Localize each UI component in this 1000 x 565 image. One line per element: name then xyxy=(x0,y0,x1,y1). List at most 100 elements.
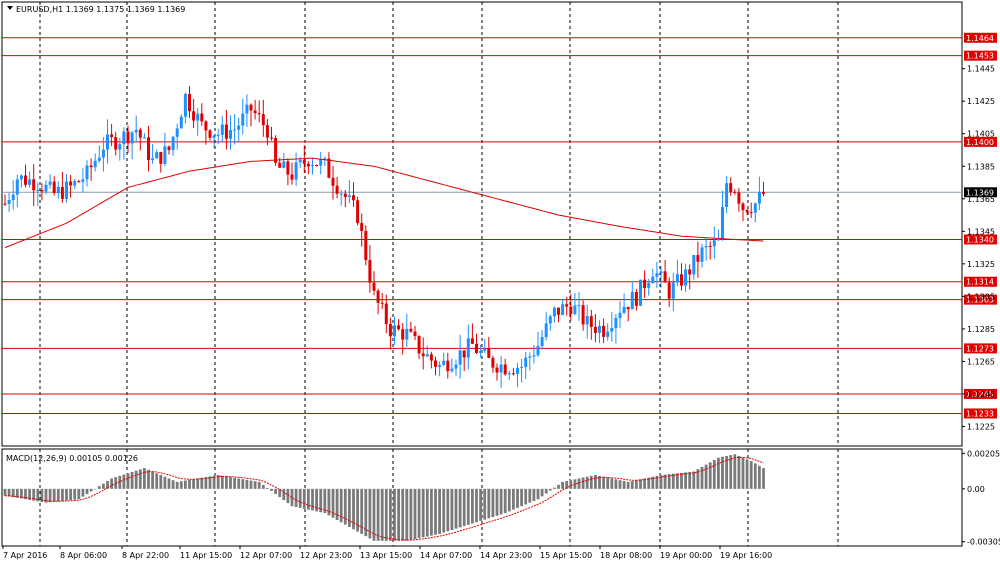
macd-bar-100 xyxy=(413,488,417,540)
candle-body-6 xyxy=(28,179,32,185)
level-tag-6 xyxy=(964,343,997,354)
candle-body-89 xyxy=(368,260,372,283)
time-label-5: 12 Apr 23:00 xyxy=(300,551,352,560)
macd-bar-108 xyxy=(446,488,450,532)
macd-bar-25 xyxy=(106,481,109,489)
candle-body-27 xyxy=(114,137,118,150)
candle-body-135 xyxy=(557,307,560,315)
macd-bar-74 xyxy=(307,488,310,510)
macd-bar-157 xyxy=(647,477,651,489)
candle-body-92 xyxy=(380,302,384,304)
macd-bar-35 xyxy=(147,469,150,489)
candle-body-137 xyxy=(565,304,569,307)
level-tag-5 xyxy=(964,294,997,305)
candle-body-102 xyxy=(421,353,425,357)
candle-body-95 xyxy=(393,325,396,337)
candle-body-74 xyxy=(306,163,310,167)
macd-bar-162 xyxy=(667,474,671,489)
macd-bar-67 xyxy=(278,488,282,498)
macd-bar-126 xyxy=(520,488,523,507)
candle-body-150 xyxy=(618,312,622,318)
candle-body-158 xyxy=(651,276,655,284)
macd-bar-95 xyxy=(393,488,396,541)
candle-body-16 xyxy=(69,181,73,186)
macd-bar-113 xyxy=(466,488,470,525)
candle-body-145 xyxy=(598,325,601,333)
candle-body-41 xyxy=(171,136,175,151)
macd-bar-183 xyxy=(753,463,757,489)
macd-bar-156 xyxy=(643,478,646,489)
symbol-dropdown-icon[interactable] xyxy=(7,6,13,10)
candle-body-101 xyxy=(417,335,421,354)
macd-bar-160 xyxy=(659,474,663,489)
macd-bar-134 xyxy=(553,487,556,489)
macd-bar-172 xyxy=(708,462,712,489)
candle-body-147 xyxy=(606,331,610,337)
candle-body-140 xyxy=(577,305,581,307)
candle-body-146 xyxy=(602,325,606,337)
macd-bar-155 xyxy=(639,479,642,489)
macd-tick-label-2: -0.00305 xyxy=(967,538,1000,547)
macd-bar-106 xyxy=(438,488,441,534)
price-tick-label-8: 1.1285 xyxy=(967,325,995,334)
macd-bar-0 xyxy=(3,488,7,496)
macd-bar-46 xyxy=(192,479,195,489)
macd-bar-120 xyxy=(495,488,499,516)
candle-body-78 xyxy=(323,158,327,160)
candle-body-103 xyxy=(425,354,429,357)
macd-bar-49 xyxy=(204,477,208,489)
macd-bar-128 xyxy=(528,488,532,503)
candle-body-142 xyxy=(585,316,589,325)
price-tick-label-7: 1.1305 xyxy=(967,292,995,301)
macd-bar-42 xyxy=(175,481,179,489)
macd-bar-68 xyxy=(282,488,286,501)
macd-tick-label-0: 0.00205 xyxy=(967,449,1000,458)
candle-body-48 xyxy=(200,113,204,122)
macd-bar-105 xyxy=(434,488,437,535)
candle-body-124 xyxy=(511,373,515,375)
macd-bar-73 xyxy=(302,488,306,509)
candle-body-70 xyxy=(290,174,294,180)
macd-bar-185 xyxy=(762,468,765,489)
candle-body-180 xyxy=(741,203,745,211)
candle-body-104 xyxy=(429,354,433,361)
level-tag-label-1: 1.1453 xyxy=(966,52,994,61)
macd-bar-9 xyxy=(40,488,44,503)
macd-bar-173 xyxy=(712,459,716,489)
candle-body-163 xyxy=(671,282,675,299)
macd-bar-147 xyxy=(606,477,610,489)
macd-bar-10 xyxy=(44,488,48,503)
candle-body-18 xyxy=(77,181,81,183)
candle-body-26 xyxy=(110,134,114,138)
candle-body-168 xyxy=(692,255,696,275)
candle-body-19 xyxy=(81,179,85,182)
macd-bar-138 xyxy=(569,480,573,489)
macd-bar-153 xyxy=(630,481,634,489)
candle-body-35 xyxy=(147,137,150,160)
candle-body-141 xyxy=(581,305,585,325)
macd-tick-label-1: 0.00 xyxy=(967,485,985,494)
candle-body-164 xyxy=(675,274,679,283)
macd-bar-43 xyxy=(179,481,183,489)
candle-body-22 xyxy=(93,160,97,168)
macd-bar-122 xyxy=(503,488,507,514)
macd-bar-23 xyxy=(97,486,101,489)
macd-label: MACD(12,26,9) 0.00105 0.00126 xyxy=(6,454,138,463)
candle-body-17 xyxy=(73,181,77,186)
candle-body-139 xyxy=(573,305,577,314)
macd-bar-178 xyxy=(733,454,737,489)
candle-body-130 xyxy=(536,345,540,356)
candle-body-183 xyxy=(753,203,757,213)
macd-bar-141 xyxy=(581,477,585,489)
macd-bar-55 xyxy=(229,477,232,489)
candle-body-125 xyxy=(516,368,519,374)
chart-title: EURUSD,H1 1.1369 1.1375 1.1369 1.1369 xyxy=(16,5,185,14)
macd-bar-82 xyxy=(339,488,343,523)
level-tag-label-2: 1.1400 xyxy=(966,138,994,147)
macd-bar-148 xyxy=(610,478,614,489)
macd-bar-116 xyxy=(479,488,482,521)
macd-bar-166 xyxy=(684,472,687,489)
macd-bar-54 xyxy=(225,476,228,489)
